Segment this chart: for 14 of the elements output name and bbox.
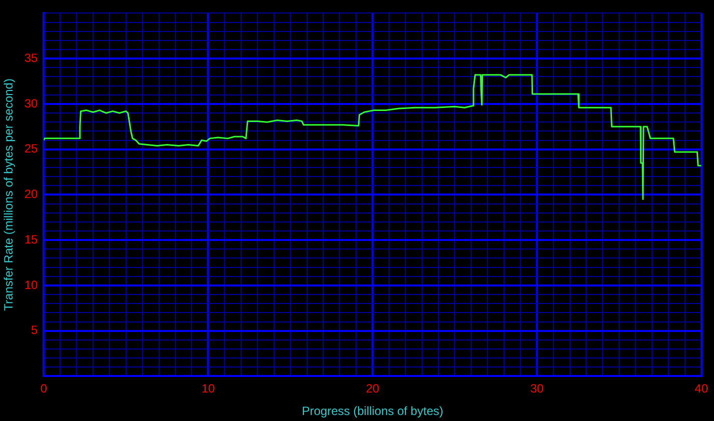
- y-tick-label: 5: [31, 323, 38, 338]
- x-axis-title: Progress (billions of bytes): [302, 404, 444, 418]
- y-tick-label: 10: [24, 278, 38, 292]
- y-tick-label: 20: [24, 187, 38, 202]
- x-tick-label: 10: [201, 382, 216, 396]
- y-tick-label: 25: [24, 142, 38, 156]
- x-tick-label: 30: [530, 382, 544, 396]
- y-tick-label: 15: [24, 232, 38, 246]
- x-tick-label: 40: [694, 382, 708, 396]
- y-axis-title: Transfer Rate (millions of bytes per second): [2, 78, 16, 311]
- x-tick-label: 20: [366, 382, 380, 396]
- x-tick-label: 0: [40, 382, 48, 396]
- y-tick-label: 30: [24, 96, 38, 110]
- y-tick-label: 35: [24, 50, 38, 65]
